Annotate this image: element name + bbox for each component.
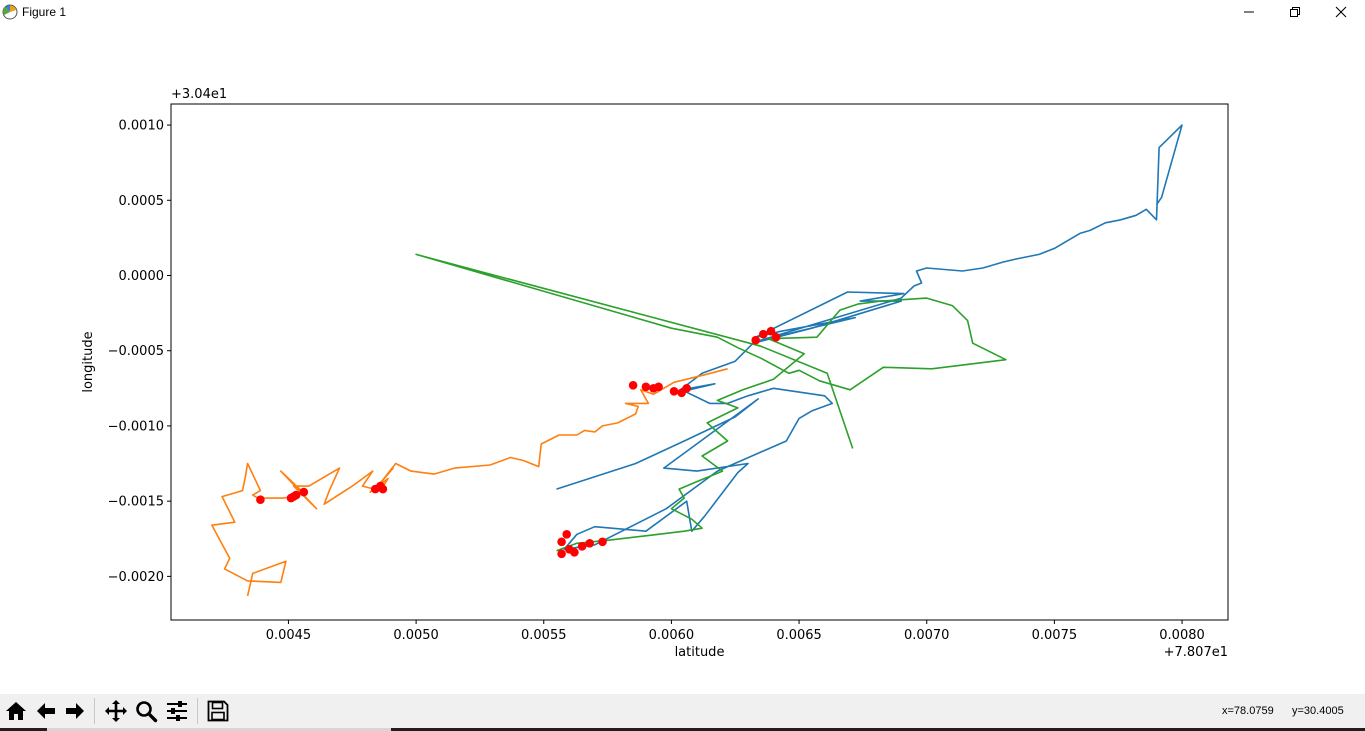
save-icon (207, 700, 229, 722)
y-axis-label: longitude (81, 331, 96, 392)
configure-subplots-button[interactable] (163, 697, 191, 725)
pan-button[interactable] (102, 697, 130, 725)
configure-subplots-icon (167, 701, 187, 721)
axes-frame (170, 103, 1229, 621)
marker-point (641, 382, 651, 392)
marker-layer (256, 326, 781, 559)
y-tick-label: −0.0005 (108, 344, 164, 359)
marker-point (759, 329, 768, 339)
marker-point (669, 387, 679, 396)
marker-point (557, 537, 566, 547)
back-button[interactable] (32, 697, 60, 725)
forward-icon (66, 703, 84, 719)
pan-icon (105, 700, 127, 722)
x-tick-label: 0.0060 (649, 628, 695, 643)
close-icon (1335, 6, 1347, 18)
toolbar-separator (197, 698, 198, 724)
marker-point (289, 492, 298, 501)
y-tick-label: −0.0010 (108, 419, 164, 434)
marker-point (682, 384, 691, 393)
y-tick-label: −0.0015 (108, 495, 164, 510)
marker-point (771, 332, 781, 342)
restore-icon (1290, 7, 1300, 17)
coordinates-x: x=78.0759 (1222, 705, 1274, 717)
marker-point (577, 542, 587, 551)
home-button[interactable] (2, 697, 30, 725)
marker-point (256, 495, 265, 505)
navigation-toolbar: x=78.0759 y=30.4005 (0, 694, 1365, 728)
series-line-3 (415, 253, 1007, 552)
window-title: Figure 1 (22, 5, 67, 19)
close-button[interactable] (1318, 0, 1364, 24)
home-icon (6, 702, 26, 720)
marker-point (299, 487, 309, 497)
marker-point (766, 326, 776, 336)
x-tick-label: 0.0070 (904, 628, 950, 643)
y-offset-text: +3.04e1 (171, 87, 227, 102)
x-tick-label: 0.0065 (776, 628, 822, 643)
minimize-icon (1244, 11, 1254, 13)
window-bottom-edge-highlight (47, 728, 391, 731)
marker-point (598, 537, 607, 547)
figure-canvas[interactable]: 0.0045 0.0050 0.0055 0.0060 0.0065 0.0070 0.00… (0, 24, 1365, 692)
coordinates-y: y=30.4005 (1292, 705, 1344, 717)
marker-point (628, 381, 638, 390)
back-icon (37, 703, 55, 719)
x-axis-label: latitude (675, 645, 725, 660)
series-line-1 (556, 124, 1183, 551)
marker-point (570, 548, 579, 557)
marker-point (654, 382, 663, 392)
toolbar-separator (94, 698, 95, 724)
y-tick-label: 0.0000 (119, 269, 165, 284)
marker-point (557, 549, 566, 559)
y-tick-label: −0.0020 (108, 570, 164, 585)
series-line-2 (211, 368, 728, 597)
x-tick-label: 0.0050 (393, 628, 439, 643)
minimize-button[interactable] (1226, 0, 1272, 24)
tick-layer: 0.0045 0.0050 0.0055 0.0060 0.0065 0.0070 0.00… (108, 119, 1205, 643)
x-tick-label: 0.0080 (1159, 628, 1205, 643)
y-tick-label: 0.0010 (119, 119, 165, 134)
restore-button[interactable] (1272, 0, 1318, 24)
series-layer (211, 124, 1183, 597)
zoom-icon (136, 701, 158, 723)
title-bar: Figure 1 (0, 0, 1365, 24)
x-tick-label: 0.0045 (266, 628, 312, 643)
zoom-button[interactable] (132, 697, 160, 725)
x-tick-label: 0.0055 (521, 628, 567, 643)
y-tick-label: 0.0005 (119, 194, 165, 209)
forward-button[interactable] (61, 697, 89, 725)
save-button[interactable] (204, 697, 232, 725)
marker-point (585, 539, 594, 548)
x-offset-text: +7.807e1 (1164, 645, 1228, 660)
matplotlib-icon (2, 4, 18, 20)
window-bottom-edge (0, 728, 1365, 731)
x-tick-label: 0.0075 (1032, 628, 1078, 643)
marker-point (562, 530, 571, 539)
marker-point (378, 484, 388, 494)
marker-point (751, 335, 760, 345)
